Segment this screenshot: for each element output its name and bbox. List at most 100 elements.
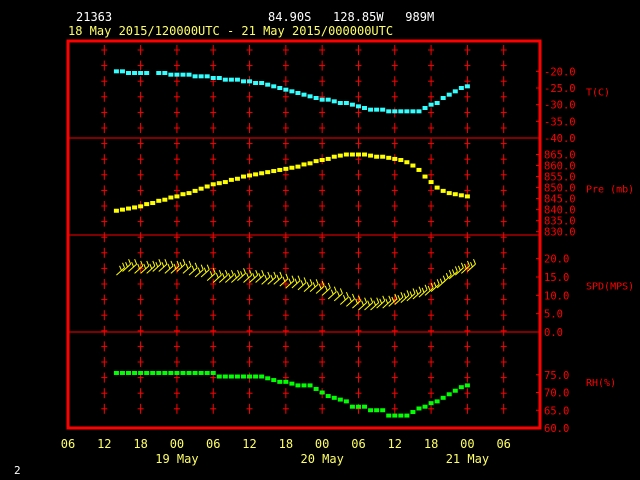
x-tick-label: 06 [61,437,75,451]
wind-barb-flag [330,289,334,295]
wind-barb-flag [333,286,337,292]
data-point [452,192,458,197]
y-tick-label: 15.0 [544,272,569,284]
wind-barb [128,263,137,272]
y-tick-label: -25.0 [544,83,576,95]
wind-barb [400,294,410,304]
data-point [253,172,259,177]
wind-barb-flag [324,285,328,292]
data-point [380,408,386,413]
wind-barb-flag [282,276,286,282]
data-point [452,89,458,94]
data-point [458,193,464,198]
wind-barb-flag [297,275,301,281]
data-point [446,92,452,97]
data-point [331,395,337,400]
data-point [295,91,301,95]
wind-barb-flag [228,272,231,279]
data-point [283,379,289,384]
data-point [325,156,331,161]
data-point [319,97,325,102]
wind-barb-flag [182,258,186,265]
wind-barb-flag [264,274,268,281]
wind-barb-flag [200,264,204,270]
data-point [452,388,458,393]
wind-barb-flag [167,263,171,270]
wind-barb-flag [300,280,304,286]
data-point [416,167,422,172]
wind-barb [358,302,367,311]
data-point [180,370,186,375]
data-point [343,101,349,105]
wind-barb-flag [445,272,449,279]
wind-barb [255,274,265,283]
data-point [186,370,192,375]
wind-barb-flag [152,260,156,267]
wind-barb [370,302,380,311]
wind-barb-flag [237,269,240,276]
wind-barb-flag [397,294,401,301]
wind-barb-flag [143,263,147,270]
wind-barb [285,280,295,289]
x-tick-label: 06 [496,437,510,451]
data-point [464,383,470,388]
data-point [186,191,192,196]
station-location: 84.90S 128.85W 989M [268,10,435,24]
x-tick-label: 18 [279,437,293,451]
data-point [362,152,368,157]
wind-barb-flag [327,282,331,289]
y-tick-label: 865.0 [544,150,576,162]
data-point [368,408,374,413]
wind-barb-flag [409,291,413,297]
data-point [416,109,422,114]
data-point [198,74,204,79]
wind-barb-flag [418,286,422,292]
data-point [228,177,234,182]
wind-barb-flag [203,267,207,273]
wind-barb-flag [267,271,271,278]
wind-barb [140,265,150,274]
wind-barb-flag [448,269,452,276]
x-day-label: 19 May [155,452,198,466]
data-point [253,81,259,85]
data-point [392,413,398,418]
data-point [234,77,240,82]
data-point [168,195,174,200]
wind-barb-flag [158,258,162,265]
data-point [404,109,410,114]
data-point [416,406,422,411]
wind-barb-flag [336,291,340,297]
page-number: 2 [14,464,21,477]
data-point [349,102,355,107]
data-point [410,410,416,415]
wind-barb-flag [255,269,259,276]
wind-barb-flag [454,266,458,272]
wind-barb-flag [427,285,431,292]
data-point [446,392,452,397]
data-point [198,186,204,191]
wind-barb-flag [134,258,138,265]
wind-barb [170,265,180,274]
data-point [162,71,168,75]
data-point [126,370,132,375]
chart-frame [66,39,542,430]
y-tick-label: 860.0 [544,161,576,173]
x-tick-label: 18 [133,437,147,451]
wind-barb-flag [276,274,280,281]
y-axis-label: Pre (mb) [586,185,634,196]
wind-barb-flag [473,258,476,265]
data-point [374,154,380,159]
station-id: 21363 [76,10,113,24]
wind-barb-flag [206,264,210,270]
data-point [301,383,307,388]
data-point [174,370,180,375]
y-tick-label: -30.0 [544,100,576,112]
x-tick-label: 18 [424,437,438,451]
wind-barb-flag [309,279,313,285]
y-tick-label: 20.0 [544,254,569,266]
wind-barb-flag [212,268,216,274]
wind-barb-flag [451,269,455,275]
wind-barb [303,283,313,293]
data-point [307,161,313,166]
data-point [337,153,343,158]
